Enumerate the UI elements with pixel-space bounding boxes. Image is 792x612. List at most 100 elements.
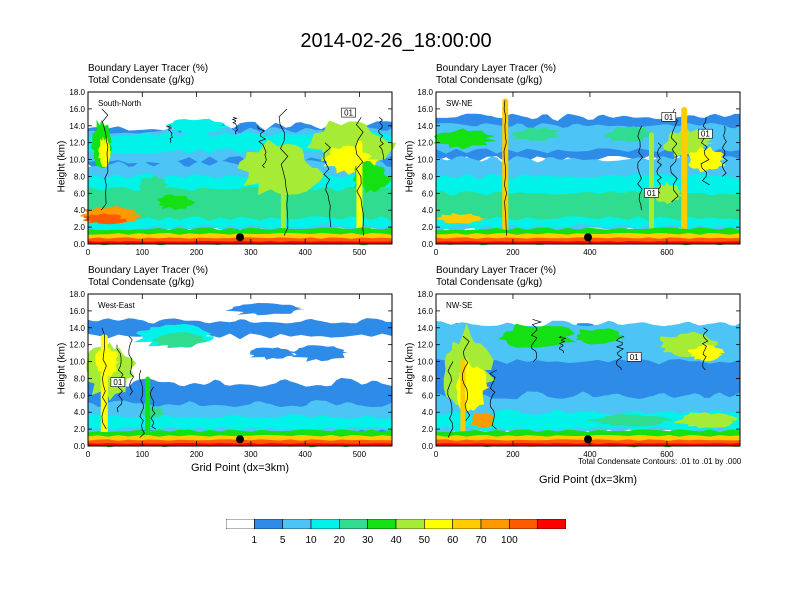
condensate-band (88, 186, 392, 222)
x-tick-label: 0 (434, 450, 439, 459)
tracer-blob (82, 213, 129, 225)
tracer-blob (653, 181, 684, 204)
colorbar-tick-label: 40 (390, 535, 402, 546)
x-tick-label: 0 (86, 248, 91, 257)
contour-label-box (110, 377, 126, 387)
x-tick-label: 0 (86, 450, 91, 459)
location-marker (236, 233, 244, 242)
panel-label: West-East (98, 301, 136, 310)
contour-label-text: 01 (664, 113, 673, 122)
colorbar-swatch (424, 519, 453, 529)
contour-label: 01 (698, 128, 713, 139)
y-axis-label-south-north: Height (km) (56, 140, 68, 193)
contour-label: 01 (341, 107, 356, 118)
colorbar-swatch (226, 519, 255, 529)
panel-title-line2: Total Condensate (g/kg) (88, 277, 195, 288)
x-tick-label: 500 (353, 248, 367, 257)
y-tick-label: 18.0 (417, 290, 433, 299)
y-tick-label: 6.0 (422, 391, 434, 400)
x-tick-label: 300 (244, 248, 258, 257)
contour-label-box (644, 188, 659, 198)
plot-frame (87, 293, 393, 447)
panel-title-west-east: Boundary Layer Tracer (%) Total Condensa… (88, 265, 208, 289)
tracer-blob (165, 118, 229, 135)
panel-title-south-north: Boundary Layer Tracer (%) Total Condensa… (88, 63, 208, 87)
condensate-contour (101, 327, 107, 430)
contour-label: 01 (661, 112, 677, 122)
x-tick-label: 500 (353, 450, 367, 459)
condensate-contour (447, 361, 454, 438)
y-tick-label: 14.0 (69, 122, 85, 131)
y-tick-label: 4.0 (422, 408, 434, 417)
updraft-column (145, 376, 151, 446)
colorbar-swatch (452, 519, 482, 529)
y-tick-label: 0.0 (422, 442, 434, 451)
y-tick-label: 0.0 (422, 240, 434, 249)
contour-label-text: 01 (630, 353, 639, 362)
tracer-blob (672, 412, 739, 429)
plot-nw-se: 01 NW-SE 0.0 2.0 4.0 6.0 8.0 10.0 12.0 14.0 16.0 18… (417, 290, 741, 459)
y-tick-label: 2.0 (74, 425, 86, 434)
x-tick-label: 0 (434, 248, 439, 257)
updraft-column (356, 140, 363, 244)
y-tick-label: 12.0 (417, 341, 433, 350)
y-tick-label: 8.0 (422, 172, 434, 181)
x-tick-label: 400 (298, 450, 312, 459)
y-tick-label: 16.0 (417, 105, 433, 114)
y-tick-label: 16.0 (69, 307, 85, 316)
tracer-blob (469, 412, 495, 429)
x-tick-label: 400 (298, 248, 312, 257)
y-tick-label: 16.0 (417, 307, 433, 316)
condensate-contour (139, 369, 145, 438)
y-tick-label: 6.0 (74, 391, 86, 400)
condensate-contour (257, 125, 267, 169)
plot-frame (87, 91, 393, 245)
tracer-blob (575, 328, 626, 345)
condensate-contour (558, 335, 567, 354)
tracer-blob (237, 139, 325, 196)
x-tick-label: 600 (660, 248, 674, 257)
tracer-blob (585, 414, 674, 427)
x-tick-label: 200 (506, 248, 520, 257)
updraft-column (460, 359, 466, 446)
plot-south-north: 01 South-North 0.0 2.0 4.0 6.0 8.0 10.0 12.0 14.0… (69, 88, 397, 257)
tracer-blob (306, 120, 397, 167)
location-marker (584, 435, 592, 444)
contour-label: 01 (110, 377, 126, 387)
contour-label-box (661, 112, 677, 122)
y-tick-label: 10.0 (69, 358, 85, 367)
y-tick-label: 4.0 (422, 206, 434, 215)
y-tick-label: 10.0 (417, 358, 433, 367)
contour-label-text: 01 (344, 109, 353, 118)
tracer-blob (687, 344, 725, 362)
plot-frame (435, 91, 741, 245)
tracer-blob (157, 194, 196, 211)
colorbar-swatch (509, 519, 538, 529)
contour-label-box (698, 128, 713, 139)
tracer-blob (498, 323, 577, 348)
colorbar-swatch (310, 519, 340, 529)
colorbar-tick-label: 60 (447, 535, 459, 546)
colorbar-swatch (395, 519, 425, 529)
plot-frame (435, 293, 741, 447)
panel-label: NW-SE (446, 301, 473, 310)
x-tick-label: 100 (136, 248, 150, 257)
condensate-contour (637, 125, 644, 211)
y-tick-label: 6.0 (74, 189, 86, 198)
colorbar-swatch (480, 519, 510, 529)
tracer-blob (291, 345, 349, 362)
colorbar-tick-label: 70 (475, 535, 487, 546)
y-axis-label-nw-se: Height (km) (404, 342, 416, 395)
contour-label: 01 (626, 352, 642, 362)
x-tick-label: 200 (506, 450, 520, 459)
y-tick-label: 18.0 (69, 290, 85, 299)
x-tick-label: 200 (190, 248, 204, 257)
condensate-contour (150, 386, 156, 430)
y-tick-label: 8.0 (74, 374, 86, 383)
panel-title-line1: Boundary Layer Tracer (%) (436, 63, 557, 74)
y-axis-label-sw-ne: Height (km) (404, 140, 416, 193)
y-tick-label: 2.0 (422, 425, 434, 434)
x-tick-label: 100 (136, 450, 150, 459)
tracer-blob (151, 332, 209, 349)
condensate-contour (355, 117, 364, 236)
